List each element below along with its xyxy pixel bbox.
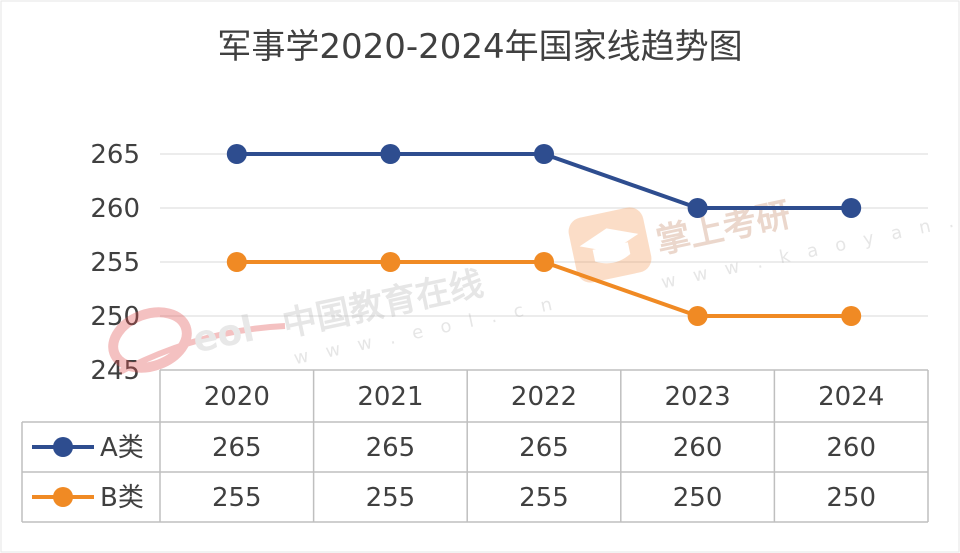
y-tick-label: 255 xyxy=(90,248,140,278)
series-b xyxy=(226,252,862,326)
x-category-label: 2024 xyxy=(818,382,884,412)
y-axis-tick-labels: 245 250 255 260 265 xyxy=(90,140,140,386)
data-point xyxy=(534,252,554,272)
table-cell-value: 260 xyxy=(826,433,876,463)
y-tick-label: 245 xyxy=(90,356,140,386)
data-table: 2020 2021 2022 2023 2024 A类 265 265 265 260 260 B类 2… xyxy=(21,369,929,523)
x-category-label: 2021 xyxy=(357,382,423,412)
data-point xyxy=(226,252,247,272)
data-point xyxy=(226,144,247,164)
series-a xyxy=(226,144,862,218)
x-category-label: 2023 xyxy=(665,382,731,412)
eol-swoosh-icon xyxy=(108,307,286,375)
chart-title: 军事学2020-2024年国家线趋势图 xyxy=(217,27,742,67)
table-cell-value: 265 xyxy=(519,433,569,463)
table-cell-value: 260 xyxy=(673,433,723,463)
table-cell-value: 265 xyxy=(366,433,416,463)
graduation-cap-icon xyxy=(568,207,652,283)
x-category-label: 2022 xyxy=(511,382,577,412)
legend-marker xyxy=(53,487,73,507)
legend-label: A类 xyxy=(100,433,144,463)
data-point xyxy=(380,144,401,164)
table-cell-value: 255 xyxy=(519,483,569,513)
x-category-label: 2020 xyxy=(204,382,270,412)
data-point xyxy=(534,144,554,164)
table-cell-value: 250 xyxy=(673,483,723,513)
data-point xyxy=(380,252,401,272)
y-tick-label: 260 xyxy=(90,194,140,224)
table-cell-value: 265 xyxy=(212,433,262,463)
data-point xyxy=(687,198,708,218)
series-layer xyxy=(226,144,862,326)
legend-marker xyxy=(53,437,73,457)
y-tick-label: 265 xyxy=(90,140,140,170)
data-point xyxy=(841,198,862,218)
data-point xyxy=(687,306,708,326)
table-cell-value: 255 xyxy=(212,483,262,513)
y-tick-label: 250 xyxy=(90,302,140,332)
table-cell-value: 255 xyxy=(366,483,416,513)
legend-label: B类 xyxy=(100,483,144,513)
table-cell-value: 250 xyxy=(826,483,876,513)
data-point xyxy=(841,306,862,326)
